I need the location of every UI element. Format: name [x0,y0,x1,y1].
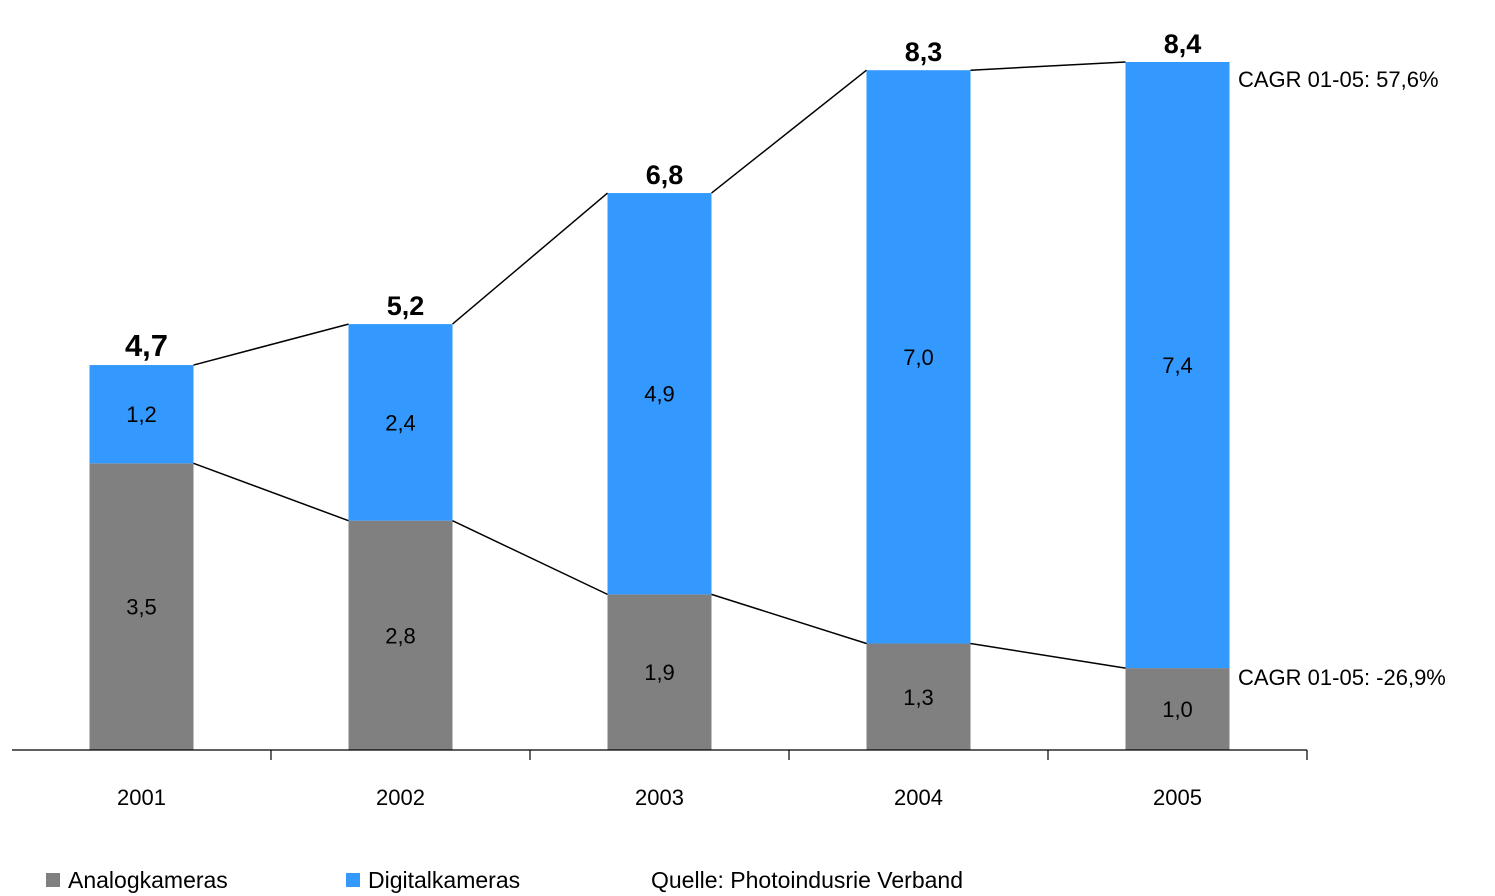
annotation-cagr-digital: CAGR 01-05: 57,6% [1238,67,1439,92]
bar-analog-2005 [1125,668,1230,750]
analog-connector-line [193,462,349,522]
total-connector-line [452,192,608,325]
stacked-bar-chart: 3,5 1,2 4,7 2001 2,8 2,4 5,2 2002 1,9 4,9 6,8 2003 1… [12,29,1446,810]
bar-digital-2001 [89,365,194,464]
bar-digital-2003 [607,193,712,595]
legend-item-digital: Digitalkameras [346,866,520,894]
bar-digital-2004 [866,70,971,644]
total-label-2005: 8,4 [1164,29,1202,59]
total-connector-line [970,61,1126,71]
value-label-digital-2001: 1,2 [126,402,157,427]
x-tick-label-2004: 2004 [894,785,943,810]
value-label-analog-2004: 1,3 [903,685,934,710]
value-label-analog-2005: 1,0 [1162,697,1193,722]
analog-connector-line [452,519,608,596]
x-tick-label-2001: 2001 [117,785,166,810]
value-label-analog-2003: 1,9 [644,660,675,685]
bar-analog-2003 [607,594,712,750]
bar-analog-2004 [866,643,971,750]
total-connector-line [193,323,349,366]
source-note: Quelle: Photoindusrie Verband [651,866,963,893]
value-label-digital-2005: 7,4 [1162,353,1193,378]
value-label-digital-2004: 7,0 [903,345,934,370]
x-tick-label-2002: 2002 [376,785,425,810]
legend-label-analog: Analogkameras [68,866,228,893]
value-label-digital-2003: 4,9 [644,382,675,407]
value-label-digital-2002: 2,4 [385,410,416,435]
value-label-analog-2001: 3,5 [126,595,157,620]
total-label-2003: 6,8 [646,160,684,190]
total-label-2001: 4,7 [125,328,168,363]
analog-connector-line [970,642,1126,669]
total-label-2002: 5,2 [387,291,425,321]
total-connector-line [711,69,867,194]
analog-connector-line [711,593,867,645]
bar-digital-2005 [1125,62,1230,669]
x-tick-label-2003: 2003 [635,785,684,810]
x-tick-label-2005: 2005 [1153,785,1202,810]
total-label-2004: 8,3 [905,37,943,67]
annotation-cagr-analog: CAGR 01-05: -26,9% [1238,665,1446,690]
bar-digital-2002 [348,324,453,521]
bar-analog-2001 [89,463,194,750]
legend-label-digital: Digitalkameras [368,866,521,893]
bar-analog-2002 [348,520,453,750]
legend-swatch-digital [346,873,360,887]
value-label-analog-2002: 2,8 [385,623,416,648]
legend-swatch-analog [46,873,60,887]
legend-item-analog: Analogkameras [46,866,228,894]
